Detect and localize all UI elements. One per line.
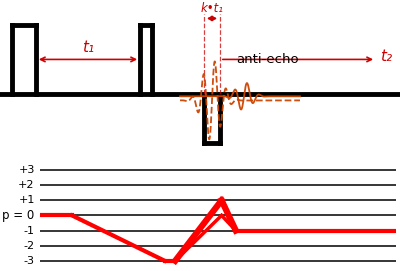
Text: +3: +3 (18, 165, 35, 175)
Text: -1: -1 (24, 225, 35, 235)
Text: p = 0: p = 0 (2, 209, 35, 222)
Text: -3: -3 (24, 256, 35, 266)
Text: -2: -2 (24, 241, 35, 251)
Text: +2: +2 (18, 180, 35, 190)
Text: t₂: t₂ (380, 50, 392, 64)
Text: +1: +1 (18, 195, 35, 205)
Text: k•t₁: k•t₁ (200, 2, 224, 15)
Text: anti-echo: anti-echo (236, 53, 299, 66)
Text: t₁: t₁ (82, 40, 94, 55)
